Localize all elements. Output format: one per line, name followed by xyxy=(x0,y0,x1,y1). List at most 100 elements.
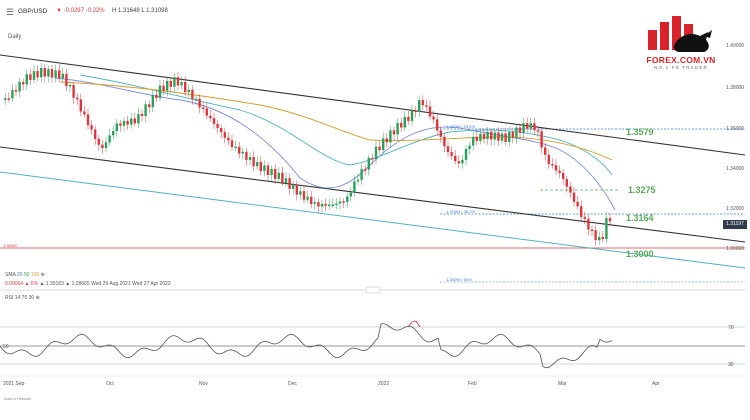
sma-100-line xyxy=(59,81,613,161)
candle-body xyxy=(472,136,475,146)
sma-legend-add-icon[interactable]: ⊕ xyxy=(40,272,45,278)
candle-body xyxy=(497,132,500,141)
candle-body xyxy=(108,135,111,143)
channel-lower-line[interactable] xyxy=(0,146,746,243)
candle-body xyxy=(263,165,266,172)
candle-body xyxy=(353,181,356,193)
candle-body xyxy=(252,156,255,167)
candle-body xyxy=(590,229,594,232)
x-axis-label: Mar xyxy=(558,381,567,387)
sma-20-line xyxy=(54,77,616,211)
candle-body xyxy=(540,131,543,148)
candle-body xyxy=(281,172,284,183)
candlestick-series[interactable] xyxy=(4,62,612,246)
candle-body xyxy=(83,111,86,115)
x-axis-label: Feb xyxy=(468,381,477,387)
candle-body xyxy=(414,110,417,112)
candle-body xyxy=(288,178,291,189)
menu-icon[interactable]: ☰ xyxy=(6,7,15,17)
candle-body xyxy=(266,165,270,176)
candle-body xyxy=(320,203,324,207)
candle-body xyxy=(572,192,576,202)
candle-body xyxy=(446,146,450,153)
candle-body xyxy=(428,106,432,117)
fib-legend[interactable]: 0.00064 ▲ 6% ▲ 1.39183 ▲ 1.28665 Wed 29 … xyxy=(5,281,171,287)
sma-legend[interactable]: SMA 20 50 100 ⊕ xyxy=(5,272,45,278)
fib-legend-d2: Wed 27 Apr 2022 xyxy=(132,281,171,287)
logo-tagline: NO.1 FX TRADER xyxy=(654,65,708,70)
candle-body xyxy=(248,156,252,160)
price-axis-label: 1.34000 xyxy=(726,166,744,172)
candle-body xyxy=(335,203,338,206)
level-label-13000: 1.3000 xyxy=(626,249,654,259)
candle-body xyxy=(338,201,342,204)
candle-body xyxy=(410,110,414,121)
fib-legend-v4: ▲ 1.28665 xyxy=(65,281,90,287)
candle-body xyxy=(133,118,136,124)
candle-body xyxy=(349,192,352,197)
candle-body xyxy=(468,145,471,149)
panel-resize-handle[interactable] xyxy=(365,286,381,294)
candle-body xyxy=(216,123,219,128)
candle-body xyxy=(86,114,90,126)
candle-body xyxy=(241,151,244,154)
candle-body xyxy=(356,179,360,182)
bull-bear-logo-icon xyxy=(648,16,712,52)
candle-body xyxy=(522,123,525,133)
candle-body xyxy=(403,116,406,128)
support-trend-line[interactable] xyxy=(0,171,746,269)
candle-body xyxy=(198,98,201,108)
sma-legend-100: 100 xyxy=(30,272,40,278)
current-price-tag: 1.31197 xyxy=(723,220,747,229)
x-axis-label: Oct xyxy=(106,381,114,387)
ohlc-readout: H 1.31648 L 1.31098 xyxy=(112,8,168,14)
candle-body xyxy=(126,120,129,125)
fib-label-upper: 1.35795 / 23.6% xyxy=(446,124,476,129)
candle-body xyxy=(162,85,165,91)
candle-body xyxy=(608,218,612,222)
candle-body xyxy=(122,120,126,126)
candle-body xyxy=(360,169,363,180)
candle-body xyxy=(212,118,216,124)
candle-body xyxy=(536,130,540,132)
price-axis-label: 1.32000 xyxy=(726,206,744,212)
symbol-label[interactable]: GBP/USD xyxy=(18,8,48,15)
rsi-line xyxy=(0,323,613,369)
candle-body xyxy=(486,131,489,140)
candle-body xyxy=(292,184,295,189)
fib-label-middle: 1.31664 / 38.2% xyxy=(446,209,476,214)
candle-body xyxy=(284,178,288,183)
channel-upper-line[interactable] xyxy=(0,54,746,156)
candle-body xyxy=(238,146,241,154)
candle-body xyxy=(259,162,262,172)
candle-body xyxy=(119,123,122,126)
price-axis-label: 1.40000 xyxy=(726,43,744,49)
candle-body xyxy=(518,127,522,133)
rsi-axis-70: 70 xyxy=(728,325,734,331)
candle-body xyxy=(558,170,561,174)
candle-body xyxy=(605,218,608,240)
candle-body xyxy=(97,138,100,145)
candle-body xyxy=(594,230,597,241)
candle-body xyxy=(202,107,205,109)
candle-body xyxy=(565,178,568,187)
candle-body xyxy=(270,169,273,176)
candle-body xyxy=(112,131,115,136)
candle-body xyxy=(306,196,309,200)
candle-body xyxy=(562,173,565,179)
candle-body xyxy=(158,85,162,99)
candle-body xyxy=(313,202,316,204)
candle-body xyxy=(529,123,532,129)
candle-body xyxy=(234,146,237,149)
candle-body xyxy=(7,98,10,100)
candle-body xyxy=(493,132,496,140)
candle-body xyxy=(500,133,504,141)
candle-body xyxy=(245,151,248,160)
rsi-legend[interactable]: RSI 14 70 30 ⊕ xyxy=(5,295,40,301)
candle-body xyxy=(43,68,46,77)
candle-body xyxy=(511,132,514,138)
level-label-13579: 1.3579 xyxy=(626,127,654,137)
candle-body xyxy=(101,144,104,149)
footer-note: Data a Helsinki xyxy=(4,396,31,401)
